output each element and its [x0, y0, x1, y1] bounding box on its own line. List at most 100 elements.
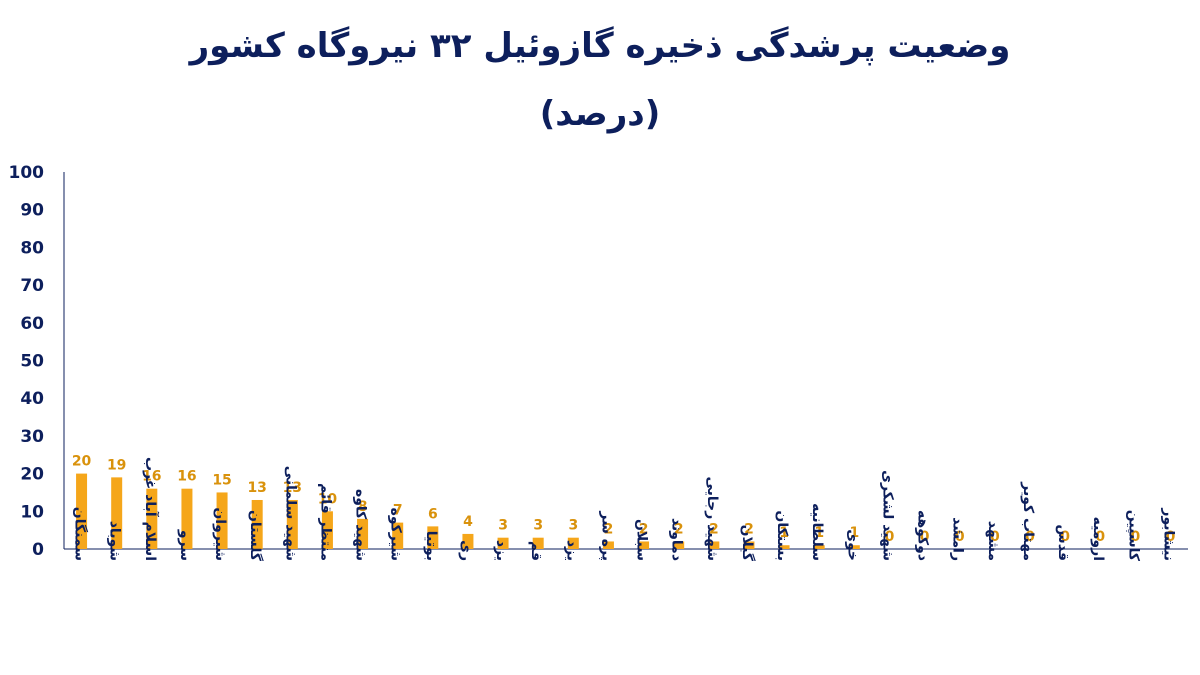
x-tick-label: سمنگان [72, 507, 89, 561]
data-label: 2 [709, 521, 719, 537]
y-tick-label: 20 [20, 465, 44, 485]
data-label: 2 [639, 521, 649, 537]
data-label: 1 [814, 525, 824, 541]
x-tick-label: نیشابور [1160, 507, 1176, 561]
bar [392, 522, 404, 549]
data-label: 10 [318, 491, 338, 507]
bar [673, 541, 685, 549]
data-label: 20 [72, 454, 92, 470]
data-label: 0 [1095, 529, 1105, 545]
data-label: 0 [1025, 529, 1035, 545]
x-tick-label: بستکان [774, 510, 790, 561]
x-tick-label: اسلام آباد غرب [142, 457, 160, 561]
data-label: 19 [107, 457, 126, 473]
x-tick-label: شهید رجایی [704, 476, 720, 561]
bar [848, 545, 860, 549]
bar [532, 537, 544, 549]
bars [76, 473, 860, 549]
x-tick-label: دماوند [669, 518, 685, 561]
x-tick-label: ارومیه [1090, 517, 1106, 561]
bar [638, 541, 650, 549]
data-label: 0 [920, 529, 930, 545]
bar [778, 545, 790, 549]
data-label: 0 [955, 529, 965, 545]
x-tick-label: خوی [844, 529, 860, 561]
bar [357, 518, 369, 549]
chart-title: وضعیت پرشدگی ذخیره گازوئیل ۳۲ نیروگاه کش… [189, 26, 1011, 66]
data-label: 2 [744, 521, 754, 537]
bar [743, 541, 755, 549]
data-label: 0 [1060, 529, 1070, 545]
x-tick-label: رامشد [950, 517, 966, 561]
bar [497, 537, 509, 549]
bar [251, 499, 263, 549]
data-label: 0 [885, 529, 895, 545]
bar [708, 541, 720, 549]
x-tick-label: مشهد [985, 521, 1001, 561]
data-label: 15 [212, 472, 231, 488]
x-tick-label: منتظر قائم [317, 483, 333, 561]
y-tick-label: 50 [20, 352, 44, 372]
x-axis-labels: سمنگان شوباد اسلام آباد غرب سرو شیروان گلستان… [72, 457, 1177, 562]
data-label: 3 [498, 518, 508, 534]
x-tick-label: شهید سلمانی [282, 466, 298, 561]
x-tick-label: ری [458, 540, 474, 561]
chart-subtitle: (درصد) [539, 94, 661, 134]
bar [462, 533, 474, 549]
data-label: 3 [568, 518, 578, 534]
y-tick-label: 0 [32, 540, 44, 560]
data-label: 1 [849, 525, 859, 541]
x-tick-label: قدس [1055, 524, 1071, 561]
bar [321, 511, 333, 549]
x-tick-label: پره سر [598, 510, 614, 561]
x-tick-label: یزد [493, 540, 509, 561]
x-tick-label: شوباد [107, 521, 123, 561]
y-tick-label: 80 [20, 238, 44, 258]
data-label: 13 [247, 480, 266, 496]
data-label: 0 [990, 529, 1000, 545]
data-label: 2 [674, 521, 684, 537]
bar [427, 526, 439, 549]
y-tick-label: 100 [9, 163, 45, 183]
data-label: 13 [283, 480, 302, 496]
y-tick-label: 90 [20, 201, 44, 221]
data-label: 2 [604, 521, 614, 537]
bar [146, 488, 158, 549]
bar [111, 477, 123, 549]
bar [76, 473, 88, 549]
x-tick-label: شهید کاوه [353, 489, 369, 561]
bar [813, 545, 825, 549]
data-label: 3 [533, 518, 543, 534]
y-tick-label: 70 [20, 276, 44, 296]
bar [602, 541, 614, 549]
x-tick-label: شهید لشکری [879, 470, 895, 561]
data-label: 6 [428, 506, 438, 522]
data-label: 7 [393, 503, 403, 519]
data-label: 0 [1130, 529, 1140, 545]
x-tick-label: شیرکوه [388, 508, 404, 561]
data-label: 16 [177, 469, 196, 485]
data-label: 4 [463, 514, 473, 530]
x-tick-label: قم [528, 541, 544, 561]
x-tick-label: دوکوهه [915, 510, 931, 561]
data-label: 8 [358, 499, 368, 515]
y-tick-label: 10 [20, 502, 44, 522]
x-tick-label: کاسپین [1125, 510, 1141, 562]
x-tick-label: شیروان [212, 507, 228, 561]
x-tick-label: سرو [177, 529, 193, 561]
bar [181, 488, 193, 549]
x-tick-label: مهتاب کویر [1020, 481, 1036, 561]
bar [216, 492, 228, 549]
y-tick-label: 40 [20, 389, 44, 409]
data-label: 1 [779, 525, 789, 541]
bar [567, 537, 579, 549]
data-label: 0 [1166, 529, 1176, 545]
data-label: 16 [142, 469, 161, 485]
bar [286, 499, 298, 549]
x-tick-label: گلستان [247, 510, 264, 562]
x-tick-label: سبلان [634, 519, 650, 561]
y-tick-label: 30 [20, 427, 44, 447]
